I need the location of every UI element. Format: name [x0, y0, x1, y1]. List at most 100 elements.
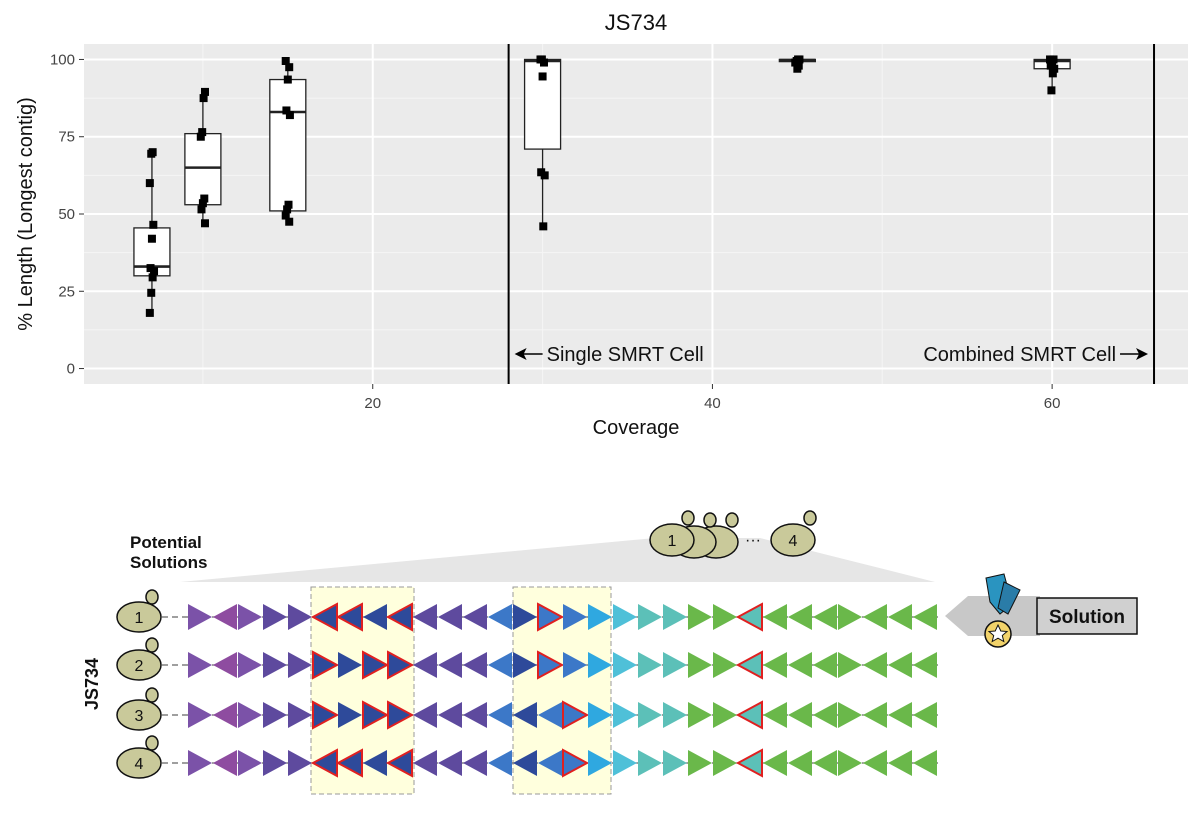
- data-point: [147, 234, 156, 243]
- yeast-cell-icon: 4: [116, 735, 162, 779]
- box-15: [269, 59, 307, 222]
- gene-triangle: [588, 702, 612, 728]
- gene-triangle: [863, 702, 887, 728]
- data-point: [285, 63, 294, 72]
- y-axis-ticks: 0 25 50 75 100: [50, 51, 84, 378]
- gene-triangle: [385, 602, 413, 632]
- row-number: 4: [135, 756, 144, 773]
- gene-triangle: [213, 750, 237, 776]
- x-axis-title: Coverage: [593, 417, 680, 439]
- gene-triangle: [463, 750, 487, 776]
- data-point: [285, 111, 294, 120]
- gene-triangle: [763, 750, 787, 776]
- gene-triangle: [385, 748, 413, 778]
- gene-triangle: [213, 702, 237, 728]
- gene-triangle: [513, 702, 537, 728]
- solution-box: [1036, 597, 1138, 635]
- gene-triangle: [588, 652, 612, 678]
- gene-triangle: [438, 702, 462, 728]
- y-tick-label: 50: [58, 206, 75, 223]
- gene-triangle: [735, 602, 763, 632]
- data-point: [795, 55, 804, 64]
- annotation-text: Single SMRT Cell: [547, 344, 704, 366]
- gene-triangle: [188, 702, 212, 728]
- gene-triangle: [813, 750, 837, 776]
- gene-triangle: [713, 750, 737, 776]
- gene-triangle: [735, 650, 763, 680]
- gene-triangle: [213, 604, 237, 630]
- gene-triangle: [238, 750, 262, 776]
- cluster-cell-number: 1: [668, 533, 677, 550]
- gene-triangle: [688, 652, 712, 678]
- data-point: [146, 264, 155, 273]
- gene-triangle: [888, 750, 912, 776]
- gene-triangle: [613, 604, 637, 630]
- gene-triangle: [488, 750, 512, 776]
- arrow-right-icon: [1136, 348, 1149, 360]
- gene-triangle: [463, 702, 487, 728]
- gene-triangle: [788, 702, 812, 728]
- gene-triangle: [613, 702, 637, 728]
- gene-triangle: [263, 604, 287, 630]
- gene-triangle: [438, 652, 462, 678]
- gene-triangle: [488, 702, 512, 728]
- cluster-ellipsis: ···: [745, 532, 761, 549]
- gene-triangle: [562, 700, 590, 730]
- data-point: [1048, 69, 1057, 78]
- row-number: 2: [135, 658, 144, 675]
- gene-triangle: [863, 604, 887, 630]
- gene-triangle: [888, 604, 912, 630]
- y-tick-label: 100: [50, 51, 75, 68]
- row-number: 1: [135, 610, 144, 627]
- gene-triangle: [913, 702, 937, 728]
- chart-title: JS734: [605, 10, 667, 35]
- gene-triangle: [288, 750, 312, 776]
- gene-triangle: [688, 750, 712, 776]
- x-tick-label: 40: [704, 395, 721, 412]
- data-point: [200, 194, 209, 203]
- yeast-cell-icon: 2: [116, 637, 162, 681]
- data-point: [282, 106, 291, 115]
- gene-triangle: [788, 750, 812, 776]
- arrow-left-icon: [514, 348, 527, 360]
- solution-row-3: 3: [116, 687, 942, 731]
- gene-triangle: [338, 702, 362, 728]
- gene-triangle: [338, 652, 362, 678]
- zoom-cone: [180, 538, 935, 582]
- gene-triangle: [488, 652, 512, 678]
- data-point: [281, 211, 290, 220]
- gene-triangle: [387, 700, 415, 730]
- gene-triangle: [663, 750, 687, 776]
- potential-solutions-label-2: Solutions: [130, 553, 207, 572]
- data-point: [149, 220, 158, 229]
- gene-triangle: [613, 652, 637, 678]
- points-layer: [145, 55, 1059, 317]
- major-gridlines: [84, 44, 1188, 384]
- medal-icon: [984, 573, 1021, 648]
- gene-triangle: [188, 652, 212, 678]
- gene-triangle: [713, 702, 737, 728]
- x-tick-label: 20: [364, 395, 381, 412]
- data-point: [1046, 61, 1055, 70]
- gene-triangle: [613, 750, 637, 776]
- top-cell-cluster: 1 ··· 4: [649, 510, 817, 559]
- data-point: [283, 75, 292, 84]
- gene-triangle: [713, 652, 737, 678]
- gene-triangle: [413, 702, 437, 728]
- gene-triangle: [288, 604, 312, 630]
- gene-triangle: [638, 750, 662, 776]
- gene-triangle: [838, 750, 862, 776]
- gene-triangle: [838, 604, 862, 630]
- data-point: [200, 219, 209, 228]
- data-point: [1046, 55, 1055, 64]
- gene-triangle: [538, 750, 562, 776]
- row-number: 3: [135, 708, 144, 725]
- gene-triangle: [735, 700, 763, 730]
- gene-triangle: [663, 604, 687, 630]
- gene-triangle: [913, 652, 937, 678]
- gene-triangle: [663, 652, 687, 678]
- gene-triangle: [563, 604, 587, 630]
- gene-triangle: [888, 702, 912, 728]
- gene-triangle: [488, 604, 512, 630]
- gene-triangle: [863, 652, 887, 678]
